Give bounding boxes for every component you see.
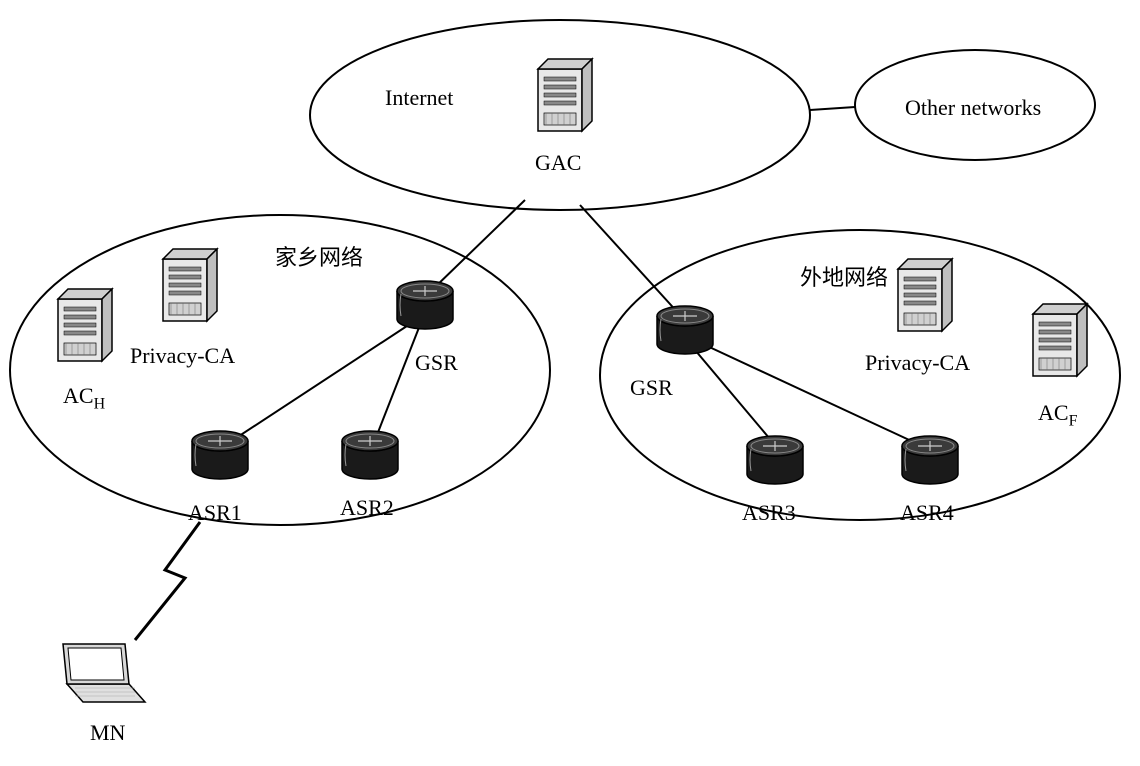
pca_foreign-server-icon [898, 259, 952, 331]
edge-gsr_home-asr1 [230, 324, 410, 442]
pca_home-label: Privacy-CA [130, 343, 235, 369]
gac-label: GAC [535, 150, 581, 176]
gsr_home-router-icon [397, 281, 453, 329]
foreign-title-label: 外地网络 [800, 260, 888, 292]
edge-gac-gsr_home [432, 200, 525, 290]
ach-label: ACH [63, 383, 105, 413]
acf-label: ACF [1038, 400, 1077, 430]
gsr_for-label: GSR [630, 375, 673, 401]
edge-internet_ellipse_right-other_ellipse_left [810, 107, 855, 110]
mn-label: MN [90, 720, 125, 746]
edge-gsr_for-asr3 [695, 350, 775, 445]
asr4-router-icon [902, 436, 958, 484]
wireless-link-icon [135, 522, 200, 640]
edges-group [135, 107, 920, 640]
ach-server-icon [58, 289, 112, 361]
mn-laptop-icon [63, 644, 145, 702]
asr4-label: ASR4 [900, 500, 954, 526]
home-title-label: 家乡网络 [275, 240, 363, 272]
asr3-label: ASR3 [742, 500, 796, 526]
acf-server-icon [1033, 304, 1087, 376]
asr3-router-icon [747, 436, 803, 484]
asr2-label: ASR2 [340, 495, 394, 521]
asr2-router-icon [342, 431, 398, 479]
asr1-label: ASR1 [188, 500, 242, 526]
internet-title-label: Internet [385, 85, 453, 111]
other-title-label: Other networks [905, 95, 1041, 121]
gsr_for-router-icon [657, 306, 713, 354]
asr1-router-icon [192, 431, 248, 479]
gsr_home-label: GSR [415, 350, 458, 376]
pca_foreign-label: Privacy-CA [865, 350, 970, 376]
pca_home-server-icon [163, 249, 217, 321]
gac-server-icon [538, 59, 592, 131]
edge-gac-gsr_for [580, 205, 680, 315]
